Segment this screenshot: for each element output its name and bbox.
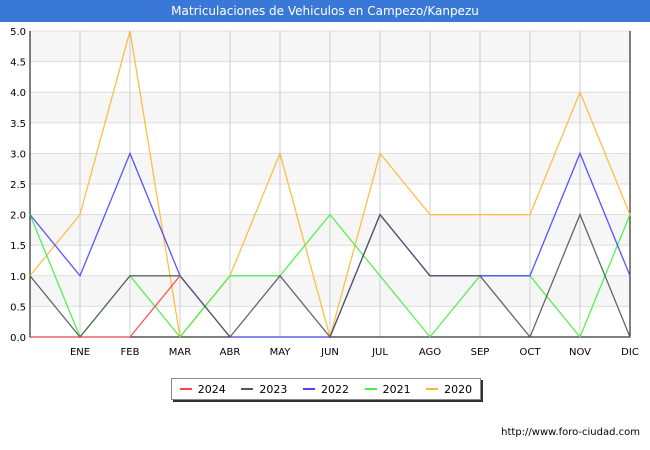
- x-tick-label: ENE: [70, 347, 90, 358]
- y-tick-label: 4.5: [10, 58, 26, 69]
- legend-label: 2024: [197, 382, 226, 396]
- x-tick-label: JUL: [371, 347, 388, 358]
- y-tick-label: 3.5: [10, 119, 26, 130]
- x-tick-label: MAR: [169, 347, 191, 358]
- x-tick-label: FEB: [121, 347, 140, 358]
- y-tick-label: 2.0: [10, 211, 26, 222]
- x-tick-label: AGO: [419, 347, 441, 358]
- legend-label: 2021: [382, 382, 411, 396]
- series-line-2024: [30, 275, 181, 338]
- x-tick-label: ABR: [220, 347, 241, 358]
- legend-swatch: [426, 388, 439, 390]
- x-tick-label: OCT: [520, 347, 542, 358]
- y-tick-label: 2.5: [10, 180, 26, 191]
- y-tick-label: 3.0: [10, 149, 26, 160]
- legend-item-2020: 2020: [426, 383, 472, 396]
- legend-label: 2023: [259, 382, 288, 396]
- legend-swatch: [241, 388, 254, 390]
- legend-label: 2020: [444, 382, 473, 396]
- legend-item-2024: 2024: [179, 382, 226, 396]
- x-tick-label: JUN: [320, 347, 339, 358]
- x-tick-label: MAY: [270, 347, 292, 358]
- y-tick-label: 5.0: [10, 27, 26, 38]
- legend-swatch: [364, 388, 377, 390]
- y-tick-label: 0.0: [10, 333, 26, 344]
- y-tick-label: 1.0: [10, 272, 26, 283]
- legend: 2024 2023 2022 2021 2020: [171, 378, 481, 400]
- legend-item-2023: 2023: [241, 383, 287, 396]
- chart-title: Matriculaciones de Vehiculos en Campezo/…: [0, 0, 650, 22]
- y-tick-label: 1.5: [10, 241, 26, 252]
- legend-label: 2022: [320, 382, 349, 396]
- x-tick-label: DIC: [621, 347, 639, 358]
- y-tick-label: 0.5: [10, 302, 26, 313]
- legend-swatch: [179, 388, 192, 390]
- legend-swatch: [302, 388, 315, 390]
- x-tick-label: NOV: [569, 347, 591, 358]
- legend-item-2022: 2022: [302, 382, 349, 396]
- legend-item-2021: 2021: [364, 382, 411, 396]
- series-line-2023: [29, 212, 631, 339]
- footer-url[interactable]: http://www.foro-ciudad.com: [501, 427, 640, 438]
- x-tick-label: SEP: [471, 347, 490, 358]
- y-tick-label: 4.0: [10, 88, 26, 99]
